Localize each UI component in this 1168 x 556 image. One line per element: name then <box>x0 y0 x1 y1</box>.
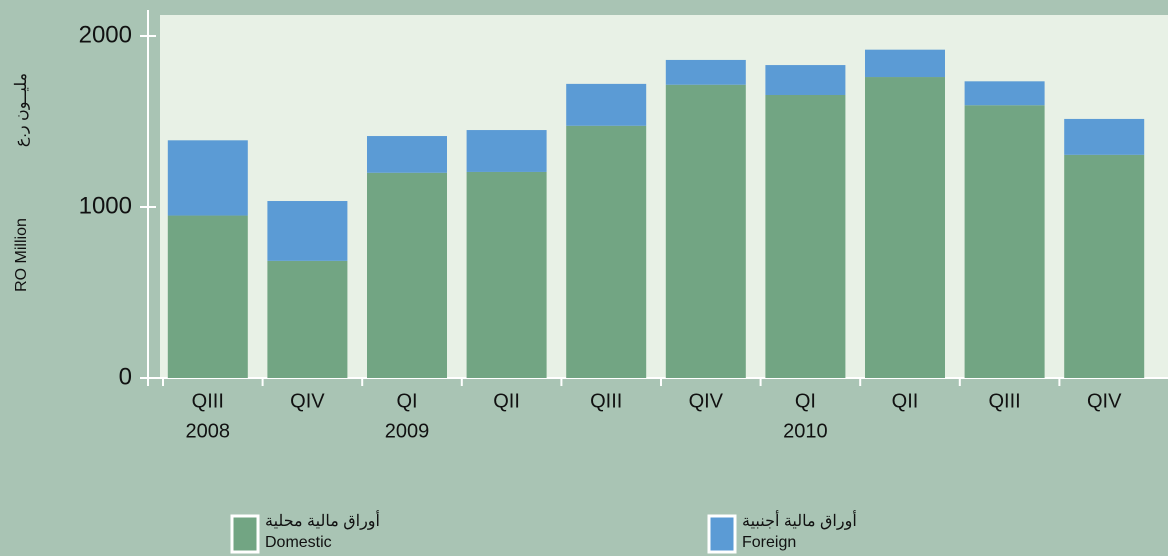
bar-segment <box>765 94 846 379</box>
bar-segment <box>167 140 248 216</box>
x-tick-label: QIV <box>689 390 724 412</box>
bar-segment <box>964 81 1045 106</box>
x-tick-label: QIV <box>1087 390 1122 412</box>
x-tick-label: QIII <box>590 390 622 412</box>
bar-segment <box>566 83 647 126</box>
bar-segment <box>964 105 1045 378</box>
x-tick-label: QIII <box>192 390 224 412</box>
bar-segment <box>466 130 547 172</box>
y-axis-label-ar: مليــون ر.ع <box>13 73 30 147</box>
bar-segment <box>665 59 746 85</box>
x-tick-label: QII <box>493 390 520 412</box>
legend-swatch <box>707 514 737 554</box>
bar-segment <box>1064 154 1145 378</box>
bar-segment <box>167 215 248 378</box>
x-year-label: 2010 <box>783 420 828 442</box>
x-tick-label: QIV <box>290 390 325 412</box>
bar-segment <box>466 171 547 378</box>
y-axis-label: RO Million <box>13 218 30 292</box>
legend-label: Domestic <box>265 534 332 551</box>
y-tick-label: 2000 <box>79 21 132 48</box>
bar-segment <box>765 65 846 95</box>
x-tick-label: QIII <box>988 390 1020 412</box>
y-tick-label: 1000 <box>79 192 132 219</box>
bar-segment <box>1064 118 1145 155</box>
legend-label-ar: أوراق مالية محلية <box>265 510 380 530</box>
y-tick-label: 0 <box>119 363 132 390</box>
legend-label: Foreign <box>742 534 796 551</box>
x-year-label: 2009 <box>385 420 430 442</box>
bar-segment <box>665 84 746 379</box>
bar-segment <box>267 260 348 378</box>
bar-segment <box>267 201 348 261</box>
x-year-label: 2008 <box>186 420 231 442</box>
bar-segment <box>865 49 945 78</box>
legend-label-ar: أوراق مالية أجنبية <box>742 510 857 530</box>
legend-swatch <box>230 514 260 554</box>
x-tick-label: QII <box>892 390 919 412</box>
bar-segment <box>865 77 945 378</box>
x-tick-label: QI <box>795 390 816 412</box>
bar-segment <box>367 136 447 173</box>
x-tick-label: QI <box>396 390 417 412</box>
bar-segment <box>367 172 447 378</box>
bar-segment <box>566 125 647 379</box>
